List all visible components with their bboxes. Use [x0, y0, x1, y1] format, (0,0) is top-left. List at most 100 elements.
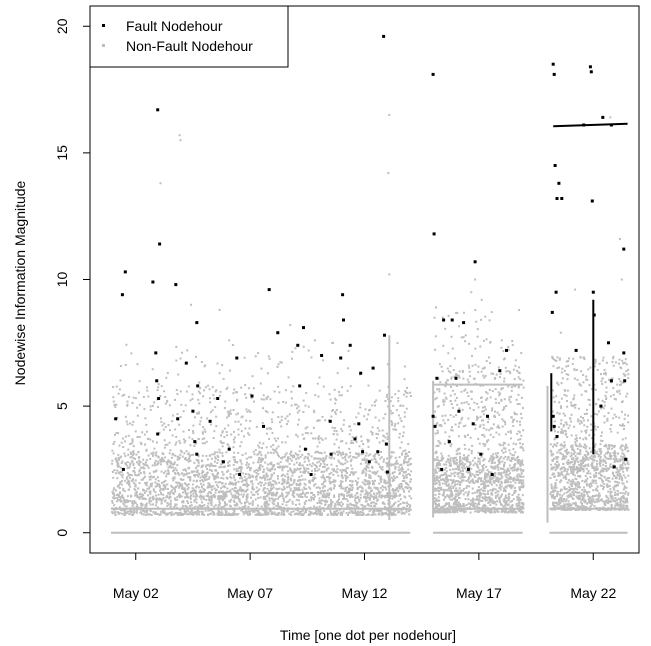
cloud-point	[261, 447, 263, 449]
cloud-point	[498, 462, 501, 465]
cloud-point	[303, 466, 306, 469]
cloud-point	[301, 496, 304, 498]
cloud-point	[460, 336, 463, 339]
cloud-point	[114, 458, 117, 461]
cloud-point	[157, 460, 160, 463]
cloud-point	[511, 469, 514, 472]
cloud-point	[244, 505, 247, 508]
cloud-point	[380, 478, 383, 481]
cloud-point	[435, 471, 438, 474]
cloud-point	[485, 391, 488, 394]
cloud-point	[224, 482, 227, 485]
cloud-point	[117, 453, 120, 456]
cloud-point	[316, 382, 319, 385]
cloud-point	[460, 480, 463, 483]
cloud-point	[245, 463, 248, 466]
cloud-point	[435, 445, 438, 448]
cloud-point	[500, 387, 503, 390]
cloud-point	[484, 408, 487, 411]
cloud-point	[292, 456, 295, 459]
cloud-point	[405, 482, 408, 485]
cloud-point	[470, 452, 473, 455]
cloud-point	[517, 478, 520, 481]
cloud-point	[172, 487, 175, 490]
cloud-point	[505, 500, 508, 503]
cloud-point	[177, 373, 180, 376]
cloud-point	[313, 511, 316, 514]
cloud-point	[119, 471, 122, 474]
cloud-point	[477, 371, 480, 374]
cloud-point	[313, 457, 316, 460]
cloud-point	[383, 480, 386, 483]
cloud-point	[392, 513, 395, 516]
cloud-point	[564, 505, 567, 508]
cloud-point	[253, 510, 256, 513]
cloud-point	[248, 427, 251, 430]
cloud-point	[337, 454, 339, 456]
cloud-point	[596, 489, 599, 492]
cloud-point	[438, 468, 441, 471]
cloud-point	[491, 493, 494, 496]
cloud-point	[219, 394, 221, 397]
cloud-point	[304, 508, 307, 511]
cloud-point	[499, 500, 501, 503]
cloud-point	[187, 385, 190, 388]
cloud-point	[468, 466, 471, 468]
cloud-point	[514, 463, 517, 465]
cloud-point	[201, 501, 203, 504]
cloud-point	[207, 482, 210, 485]
cloud-point	[390, 476, 393, 479]
cloud-point	[129, 509, 132, 512]
cloud-point	[507, 385, 510, 388]
cloud-point	[111, 462, 114, 465]
cloud-point	[157, 386, 160, 389]
cloud-point	[269, 469, 272, 472]
cloud-point	[452, 415, 455, 418]
cloud-point	[251, 502, 254, 505]
cloud-point	[402, 425, 405, 428]
cloud-point	[364, 497, 367, 500]
cloud-point	[376, 452, 379, 455]
cloud-point	[246, 512, 249, 515]
cloud-point	[295, 458, 298, 461]
cloud-point	[115, 460, 118, 463]
cloud-point	[466, 471, 469, 474]
cloud-point	[317, 450, 319, 453]
cloud-point	[289, 487, 292, 490]
cloud-point	[346, 506, 349, 508]
cloud-point	[505, 473, 508, 476]
cloud-point	[293, 469, 296, 472]
cloud-point	[486, 472, 489, 475]
cloud-point	[482, 482, 484, 485]
cloud-point	[490, 491, 493, 494]
cloud-point	[453, 484, 456, 487]
cloud-point	[174, 503, 177, 506]
cloud-point	[498, 402, 501, 404]
cloud-point	[435, 451, 438, 454]
cloud-point	[236, 490, 239, 493]
cloud-point	[329, 476, 332, 479]
cloud-point	[349, 429, 352, 432]
cloud-point	[296, 407, 298, 410]
cloud-point	[286, 415, 289, 418]
cloud-point	[463, 454, 465, 457]
cloud-point	[492, 488, 495, 490]
cloud-point	[160, 493, 163, 496]
cloud-point	[148, 472, 151, 475]
cloud-point	[187, 453, 190, 456]
cloud-point	[618, 477, 621, 480]
cloud-point	[386, 481, 389, 484]
cloud-point	[235, 461, 238, 464]
cloud-point	[334, 411, 337, 414]
cloud-point	[361, 490, 364, 493]
cloud-point	[244, 510, 247, 513]
cloud-point	[138, 493, 141, 496]
cloud-point	[394, 492, 397, 495]
cloud-point	[352, 471, 355, 474]
cloud-point	[238, 499, 241, 502]
cloud-point	[502, 457, 505, 460]
cloud-point	[403, 490, 405, 493]
cloud-point	[331, 426, 334, 429]
cloud-point	[247, 387, 250, 390]
cloud-point	[324, 480, 327, 482]
